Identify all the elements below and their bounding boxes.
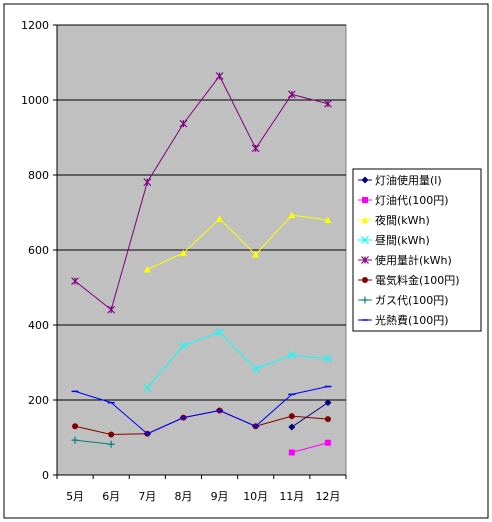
series-line <box>74 75 329 311</box>
y-tick-label: 1000 <box>21 94 49 107</box>
data-point <box>72 423 79 430</box>
series-1 <box>288 439 331 456</box>
legend-marker <box>361 176 369 184</box>
data-point <box>143 266 151 273</box>
x-tick-label: 10月 <box>243 490 268 503</box>
data-point <box>287 351 296 359</box>
legend: 灯油使用量(l) 灯油代(100円) 夜間(kWh) 昼間(kWh) 使用量計(kWh)… <box>352 168 482 332</box>
series-line <box>74 386 329 435</box>
y-axis: 0 200 400 600 800 1000 1200 <box>21 19 58 482</box>
y-tick-label: 1200 <box>21 19 49 32</box>
series-group <box>71 72 332 456</box>
x-tick-label: 11月 <box>279 490 304 503</box>
legend-label: 夜間(kWh) <box>375 213 430 227</box>
legend-item: 灯油代(100円) <box>358 193 449 207</box>
data-point <box>324 216 332 223</box>
legend-item: 光熱費(100円) <box>358 313 449 327</box>
legend-label: 使用量計(kWh) <box>375 253 452 267</box>
data-point <box>107 440 115 448</box>
x-tick-label: 5月 <box>66 490 84 503</box>
legend-item: 灯油使用量(l) <box>358 173 442 187</box>
series-line <box>147 214 329 270</box>
data-point <box>215 72 224 80</box>
data-point <box>252 251 260 258</box>
data-point <box>143 178 152 187</box>
data-point <box>179 249 187 256</box>
legend-label: 灯油使用量(l) <box>375 173 442 187</box>
y-tick-label: 0 <box>42 469 49 482</box>
data-point <box>324 439 331 446</box>
legend-marker <box>361 236 369 244</box>
data-point <box>324 99 332 108</box>
series-3 <box>143 328 332 392</box>
legend-label: 昼間(kWh) <box>375 234 430 247</box>
legend-marker <box>361 256 369 264</box>
series-6 <box>71 436 115 448</box>
legend-item: 昼間(kWh) <box>358 234 430 247</box>
legend-item: 夜間(kWh) <box>358 213 430 227</box>
series-line <box>291 442 329 453</box>
data-point <box>107 305 116 314</box>
legend-label: 灯油代(100円) <box>375 193 449 207</box>
data-point <box>108 431 115 438</box>
x-tick-label: 6月 <box>102 490 120 503</box>
data-point <box>288 413 295 420</box>
data-point <box>215 328 224 337</box>
series-line <box>146 331 328 388</box>
data-point <box>288 211 296 219</box>
data-point <box>324 399 332 407</box>
legend-marker <box>362 197 368 203</box>
data-point <box>288 423 296 431</box>
y-tick-label: 200 <box>28 394 49 407</box>
legend-item: ガス代(100円) <box>358 294 449 307</box>
series-4 <box>71 72 332 314</box>
y-tick-label: 800 <box>28 169 49 182</box>
x-tick-label: 8月 <box>174 490 192 503</box>
data-point <box>251 144 260 153</box>
data-point <box>179 341 188 350</box>
data-point <box>71 277 79 286</box>
data-point <box>288 449 295 456</box>
x-tick-label: 9月 <box>211 490 229 503</box>
series-line <box>75 439 112 445</box>
series-7 <box>71 385 332 435</box>
legend-label: 光熱費(100円) <box>375 313 449 327</box>
legend-label: 電気料金(100円) <box>375 273 460 287</box>
legend-label: ガス代(100円) <box>375 294 449 307</box>
series-line <box>291 402 329 428</box>
x-tick-label: 7月 <box>138 490 156 503</box>
data-point <box>71 436 79 444</box>
legend-box <box>352 168 482 332</box>
legend-item: 電気料金(100円) <box>358 273 460 287</box>
data-point <box>287 90 296 99</box>
x-axis: 5月 6月 7月 8月 9月 10月 11月 12月 <box>56 474 347 503</box>
y-tick-label: 400 <box>28 319 49 332</box>
data-point <box>324 354 332 363</box>
legend-marker <box>361 296 369 304</box>
data-point <box>251 364 260 373</box>
series-0 <box>288 399 332 431</box>
data-point <box>216 215 224 222</box>
series-2 <box>143 211 332 273</box>
y-tick-label: 600 <box>28 244 49 257</box>
data-point <box>179 119 188 128</box>
legend-marker <box>362 277 368 283</box>
data-point <box>143 383 152 392</box>
x-tick-label: 12月 <box>315 490 340 503</box>
legend-item: 使用量計(kWh) <box>358 253 452 267</box>
legend-marker <box>361 216 369 223</box>
data-point <box>324 416 331 423</box>
